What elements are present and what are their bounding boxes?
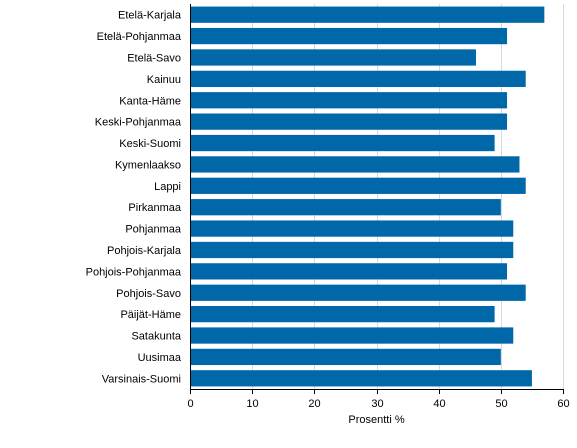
category-labels: Etelä-Karjala Etelä-Pohjanmaa Etelä-Savo Ka… <box>86 10 182 386</box>
bar-17 <box>190 348 501 366</box>
gridlines <box>252 4 564 389</box>
x-axis: 0 10 20 30 40 50 60 <box>187 4 570 410</box>
category-label-6: Keski-Pohjanmaa <box>95 117 182 129</box>
category-label-1: Etelä-Karjala <box>118 10 182 22</box>
category-label-8: Kymenlaakso <box>115 159 181 171</box>
bar-1 <box>190 6 545 23</box>
category-label-3: Etelä-Savo <box>127 52 181 64</box>
bar-3 <box>190 49 476 66</box>
bar-2 <box>190 27 508 45</box>
bar-10 <box>190 199 501 216</box>
bar-15 <box>190 306 495 323</box>
category-label-18: Varsinais-Suomi <box>102 373 181 385</box>
category-label-10: Pirkanmaa <box>128 202 181 214</box>
bar-8 <box>190 156 520 173</box>
category-label-9: Lappi <box>154 181 181 193</box>
bar-12 <box>190 241 514 259</box>
bar-7 <box>190 134 495 152</box>
category-label-4: Kainuu <box>147 74 181 86</box>
bar-13 <box>190 263 508 280</box>
x-tick-label-60: 60 <box>557 398 569 410</box>
category-label-2: Etelä-Pohjanmaa <box>97 31 182 43</box>
bar-9 <box>190 177 526 194</box>
category-label-15: Päijät-Häme <box>120 309 181 321</box>
category-label-12: Pohjois-Karjala <box>107 245 182 257</box>
category-label-17: Uusimaa <box>138 352 182 364</box>
x-tick-label-20: 20 <box>308 398 320 410</box>
x-tick-label-30: 30 <box>371 398 383 410</box>
category-label-16: Satakunta <box>131 331 181 343</box>
bar-11 <box>190 220 514 237</box>
category-label-5: Kanta-Häme <box>119 95 181 107</box>
bar-4 <box>190 70 526 87</box>
bar-6 <box>190 113 508 130</box>
category-label-13: Pohjois-Pohjanmaa <box>86 266 182 278</box>
bar-16 <box>190 327 514 344</box>
x-axis-title: Prosentti % <box>348 414 404 426</box>
x-tick-label-0: 0 <box>187 398 193 410</box>
bars <box>190 6 545 387</box>
category-label-7: Keski-Suomi <box>119 138 181 150</box>
category-label-14: Pohjois-Savo <box>116 288 181 300</box>
x-tick-label-50: 50 <box>495 398 507 410</box>
bar-14 <box>190 284 526 301</box>
x-tick-label-40: 40 <box>433 398 445 410</box>
bar-5 <box>190 92 508 109</box>
category-label-11: Pohjanmaa <box>125 224 182 236</box>
x-tick-label-10: 10 <box>246 398 258 410</box>
bar-18 <box>190 370 532 387</box>
